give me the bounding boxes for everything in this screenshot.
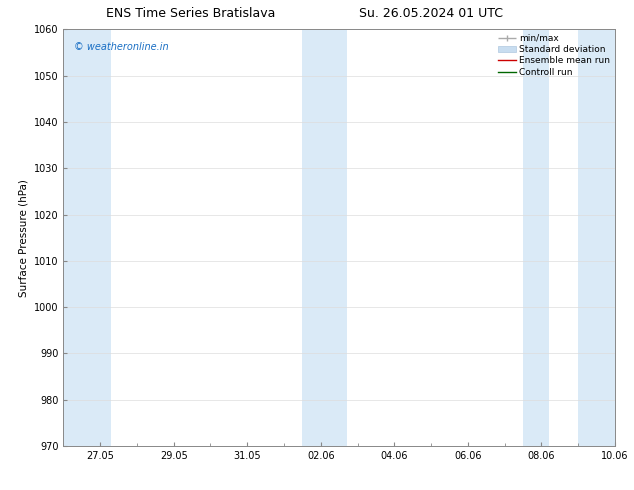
Y-axis label: Surface Pressure (hPa): Surface Pressure (hPa)	[18, 179, 29, 296]
Text: ENS Time Series Bratislava: ENS Time Series Bratislava	[105, 7, 275, 21]
Bar	[578, 29, 615, 446]
Legend: min/max, Standard deviation, Ensemble mean run, Controll run: min/max, Standard deviation, Ensemble me…	[496, 32, 612, 78]
Text: © weatheronline.in: © weatheronline.in	[74, 42, 169, 52]
Bar	[302, 29, 347, 446]
Bar	[523, 29, 549, 446]
Bar	[63, 29, 111, 446]
Text: Su. 26.05.2024 01 UTC: Su. 26.05.2024 01 UTC	[359, 7, 503, 21]
